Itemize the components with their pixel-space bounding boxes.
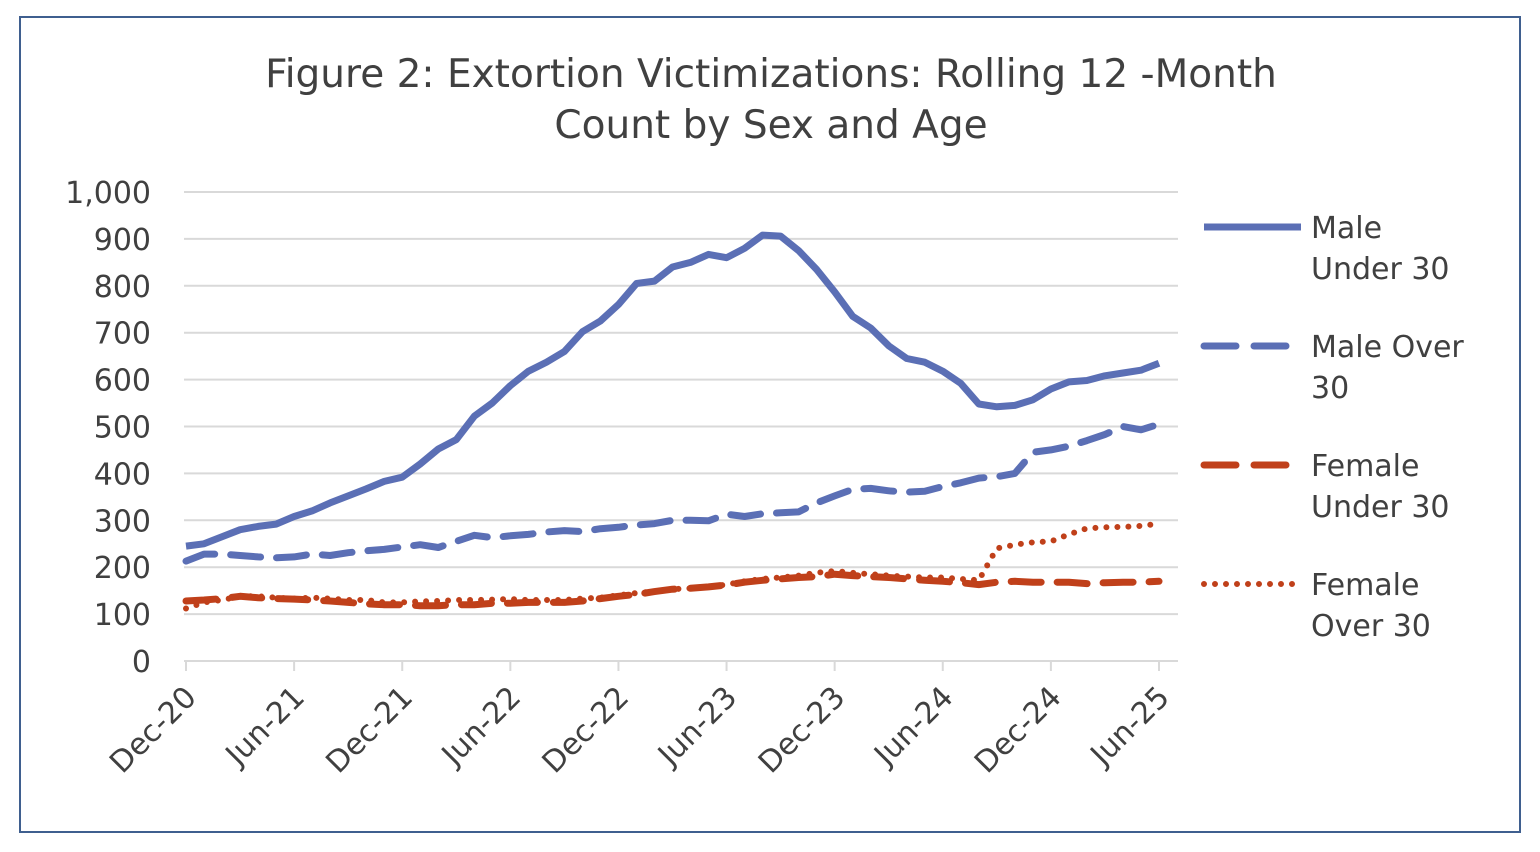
y-tick-label: 900 <box>94 223 151 258</box>
y-tick-label: 800 <box>94 270 151 305</box>
x-axis <box>184 660 1178 671</box>
series-line-male-under-30 <box>185 231 1161 550</box>
x-tick-label: Jun-24 <box>866 680 960 774</box>
x-tick-label: Dec-23 <box>752 680 852 780</box>
line-chart: Figure 2: Extortion Victimizations: Roll… <box>65 52 1464 780</box>
y-tick-label: 600 <box>94 364 151 399</box>
x-tick-label: Jun-21 <box>218 680 312 774</box>
x-tick-label: Dec-24 <box>968 680 1068 780</box>
y-tick-label: 100 <box>94 598 151 633</box>
series-line-female-under-30 <box>182 570 1163 610</box>
y-axis-tick-labels: 0 100 200 300 400 500 600 700 800 900 1,000 <box>65 176 151 680</box>
legend-item-female-under-30: Female Under 30 <box>1200 449 1450 525</box>
legend-label: Female <box>1311 568 1419 603</box>
y-tick-label: 1,000 <box>65 176 151 211</box>
x-tick-label: Jun-22 <box>434 680 528 774</box>
x-tick-label: Dec-22 <box>536 680 636 780</box>
legend-label: Under 30 <box>1311 252 1450 287</box>
legend-label: 30 <box>1311 371 1349 406</box>
y-tick-label: 0 <box>132 645 151 680</box>
chart-frame: Figure 2: Extortion Victimizations: Roll… <box>19 16 1521 833</box>
y-tick-label: 300 <box>94 504 151 539</box>
legend-label: Under 30 <box>1311 490 1450 525</box>
series-line-male-over-30 <box>182 420 1163 565</box>
series-line-female-over-30 <box>183 520 1162 612</box>
legend-label: Over 30 <box>1311 609 1431 644</box>
chart-title-line-1: Figure 2: Extortion Victimizations: Roll… <box>265 52 1277 97</box>
x-tick-label: Jun-23 <box>650 680 744 774</box>
legend-label: Male <box>1311 211 1382 246</box>
x-axis-tick-labels: Dec-20 Jun-21 Dec-21 Jun-22 Dec-22 Jun-23 Dec-… <box>103 680 1176 780</box>
y-tick-label: 500 <box>94 411 151 446</box>
y-tick-label: 700 <box>94 317 151 352</box>
x-tick-label: Jun-25 <box>1083 680 1177 774</box>
gridlines <box>184 191 1178 616</box>
y-tick-label: 200 <box>94 551 151 586</box>
x-tick-label: Dec-20 <box>103 680 203 780</box>
x-tick-label: Dec-21 <box>319 680 419 780</box>
legend-item-male-under-30: Male Under 30 <box>1204 211 1450 287</box>
legend-label: Female <box>1311 449 1419 484</box>
chart-title-line-2: Count by Sex and Age <box>554 103 987 148</box>
y-tick-label: 400 <box>94 457 151 492</box>
series-lines <box>182 231 1163 612</box>
legend-item-female-over-30: Female Over 30 <box>1201 568 1431 644</box>
legend-item-male-over-30: Male Over 30 <box>1200 330 1464 406</box>
legend-label: Male Over <box>1311 330 1464 365</box>
